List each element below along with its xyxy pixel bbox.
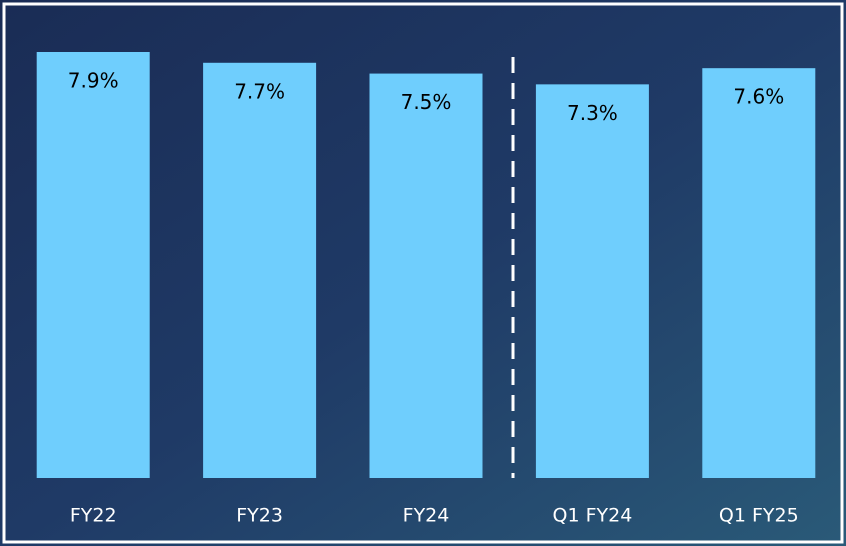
value-label: 7.5% — [401, 90, 452, 114]
x-tick-label: Q1 FY24 — [553, 505, 633, 527]
bar — [369, 73, 483, 479]
value-label: 7.7% — [234, 79, 285, 103]
x-tick-label: FY24 — [403, 505, 450, 527]
x-tick-label: FY22 — [70, 505, 117, 527]
value-label: 7.9% — [68, 69, 119, 93]
bar — [36, 52, 150, 478]
bar — [203, 62, 317, 478]
value-label: 7.3% — [567, 101, 618, 125]
x-tick-label: Q1 FY25 — [719, 505, 799, 527]
value-label: 7.6% — [733, 85, 784, 109]
bar — [535, 84, 649, 478]
bar — [702, 68, 816, 478]
x-tick-label: FY23 — [236, 505, 283, 527]
